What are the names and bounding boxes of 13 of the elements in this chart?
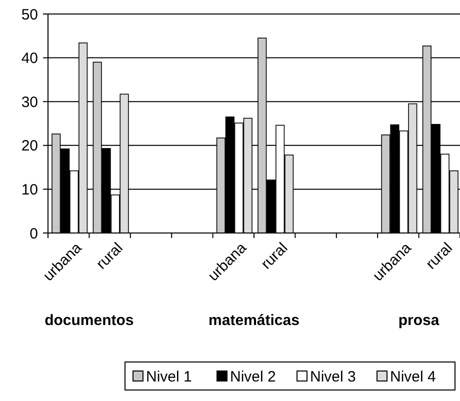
legend-label: Nivel 4 — [390, 368, 436, 386]
y-tick-label: 50 — [21, 6, 38, 24]
text: matemáticas — [208, 312, 300, 329]
text: prosa — [398, 312, 440, 329]
legend-label: Nivel 3 — [310, 368, 356, 386]
legend-label: Nivel 2 — [230, 368, 276, 386]
y-tick-label: 30 — [21, 94, 38, 111]
y-tick-label: 0 — [30, 225, 38, 242]
legend-label: Nivel 1 — [146, 368, 192, 386]
y-tick-label: 40 — [21, 50, 38, 68]
text: documentos — [44, 312, 134, 329]
y-tick-label: 10 — [21, 181, 38, 198]
y-tick-label: 20 — [21, 138, 38, 155]
